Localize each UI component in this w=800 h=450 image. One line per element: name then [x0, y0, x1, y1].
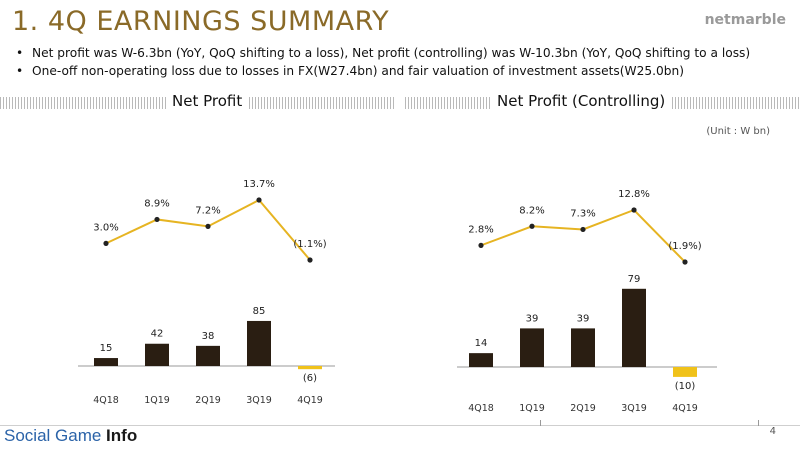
margin-point [631, 207, 637, 213]
bar [145, 343, 169, 366]
unit-label: (Unit : W bn) [706, 126, 770, 137]
category-label: 3Q19 [621, 403, 647, 414]
net-profit-controlling-panel-header: Net Profit (Controlling) [405, 92, 800, 114]
margin-point [580, 226, 586, 233]
bar [94, 358, 118, 366]
margin-point [478, 242, 484, 248]
net-profit-panel-header: Net Profit [0, 92, 395, 114]
watermark: Social Game Info [4, 426, 137, 446]
margin-label: 8.9% [144, 198, 169, 209]
margin-label: (1.9%) [668, 241, 701, 252]
margin-label: 7.3% [570, 208, 595, 219]
bar [247, 320, 271, 366]
margin-label: 12.8% [618, 189, 650, 200]
footer-tick [540, 420, 541, 426]
net-profit-title: Net Profit [166, 92, 249, 110]
bar-value-label: (10) [675, 381, 696, 392]
margin-point [154, 216, 160, 223]
margin-point [103, 240, 109, 246]
margin-label: 7.2% [195, 205, 220, 216]
bar-value-label: (6) [303, 373, 317, 384]
category-label: 2Q19 [570, 403, 596, 414]
bullet-item: Net profit was W-6.3bn (YoY, QoQ shiftin… [16, 44, 750, 62]
margin-label: 8.2% [519, 205, 544, 216]
bar [673, 367, 697, 377]
watermark-part1: Social Game [4, 426, 107, 445]
bar [520, 328, 544, 367]
margin-point [682, 259, 688, 265]
category-label: 4Q18 [93, 395, 119, 406]
net-profit-controlling-title: Net Profit (Controlling) [491, 92, 672, 110]
bar [196, 345, 220, 366]
category-label: 1Q19 [519, 403, 545, 414]
bar [298, 366, 322, 370]
bar-value-label: 14 [475, 338, 488, 349]
watermark-part2: Info [106, 426, 138, 445]
margin-label: (1.1%) [293, 239, 326, 250]
page-title: 1. 4Q EARNINGS SUMMARY [12, 6, 390, 37]
bar-value-label: 39 [526, 313, 539, 324]
category-label: 4Q19 [297, 395, 323, 406]
summary-bullets: Net profit was W-6.3bn (YoY, QoQ shiftin… [16, 44, 750, 80]
bar-value-label: 39 [577, 313, 590, 324]
bar-value-label: 79 [628, 274, 641, 285]
bar-value-label: 42 [151, 329, 164, 340]
margin-point [307, 257, 313, 263]
bullet-item: One-off non-operating loss due to losses… [16, 62, 750, 80]
netmarble-logo: netmarble [704, 12, 786, 28]
margin-label: 13.7% [243, 179, 275, 190]
margin-label: 3.0% [93, 222, 118, 233]
category-label: 4Q18 [468, 403, 494, 414]
bar-value-label: 85 [253, 306, 266, 317]
bar-value-label: 38 [202, 331, 215, 342]
margin-label: 2.8% [468, 224, 493, 235]
margin-point [256, 197, 262, 203]
bar [469, 353, 493, 367]
footer-tick [758, 420, 759, 426]
bar [622, 288, 646, 367]
bar [571, 328, 595, 367]
category-label: 2Q19 [195, 395, 221, 406]
margin-point [529, 223, 535, 229]
margin-point [205, 223, 211, 229]
bar-value-label: 15 [100, 343, 113, 354]
category-label: 3Q19 [246, 395, 272, 406]
footer-rule [0, 425, 800, 426]
page-number: 4 [769, 426, 776, 437]
category-label: 4Q19 [672, 403, 698, 414]
category-label: 1Q19 [144, 395, 170, 406]
